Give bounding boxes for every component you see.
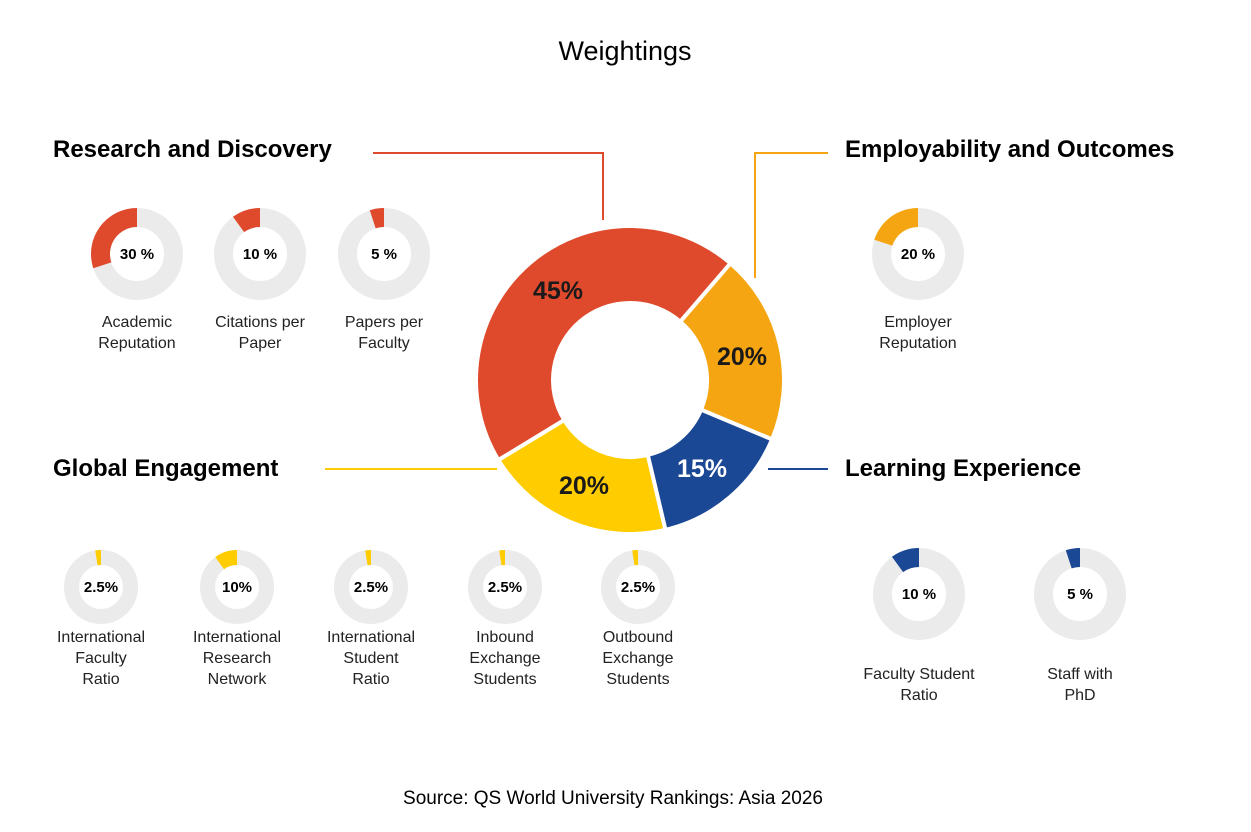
sub-donut-label: Ratio: [82, 671, 119, 688]
sub-donut-value: 20 %: [901, 246, 935, 263]
sub-donut-fill: [215, 550, 237, 570]
sub-donut-value: 2.5%: [84, 579, 118, 596]
sub-donut-label: Faculty: [75, 650, 127, 667]
sub-donut-label: Paper: [239, 335, 282, 352]
main-segment-global: [495, 417, 668, 536]
category-learning: Learning Experience: [845, 455, 1081, 482]
sub-donut-label: Staff with: [1047, 666, 1113, 683]
main-label-learning: 15%: [677, 455, 727, 483]
sub-donut: 2.5% Inbound Exchange Students: [468, 550, 542, 688]
category-research: Research and Discovery: [53, 136, 332, 163]
sub-donut-label: Exchange: [469, 650, 540, 667]
sub-donut-label: Faculty Student: [863, 666, 975, 683]
main-segment-employability: [677, 260, 786, 443]
sub-donut-value: 2.5%: [354, 579, 388, 596]
sub-donut-label: International: [57, 629, 145, 646]
sub-donut-fill: [369, 208, 384, 229]
sub-donut-label: Students: [606, 671, 669, 688]
sub-donut-label: Outbound: [603, 629, 673, 646]
sub-donut-value: 2.5%: [621, 579, 655, 596]
sub-donut: 10% International Research Network: [193, 550, 281, 688]
sub-donut-fill: [232, 208, 260, 233]
sub-donut-fill: [874, 208, 918, 246]
sub-donut-value: 10 %: [902, 586, 936, 603]
sub-donut-fill: [891, 548, 919, 573]
source-note: Source: QS World University Rankings: As…: [403, 788, 823, 809]
sub-donut-label: Students: [473, 671, 536, 688]
sub-donut-value: 10%: [222, 579, 252, 596]
sub-donut-label: Student: [343, 650, 399, 667]
sub-donut: 2.5% International Student Ratio: [327, 550, 415, 688]
sub-donut-fill: [95, 550, 101, 566]
sub-donut-fill: [365, 550, 371, 566]
sub-donut-label: Ratio: [352, 671, 389, 688]
sub-donut: 5 % Papers per Faculty: [338, 208, 430, 352]
sub-donut-fill: [632, 550, 638, 566]
sub-donut-label: Academic: [102, 314, 172, 331]
sub-donut-fill: [91, 208, 137, 269]
sub-donut-label: Faculty: [358, 335, 410, 352]
sub-donut-label: Reputation: [98, 335, 175, 352]
connector-employability: [754, 152, 828, 278]
category-global: Global Engagement: [53, 455, 278, 482]
sub-donuts: 30 % Academic Reputation 10 % Citations per P…: [57, 208, 1126, 704]
sub-donut-label: Inbound: [476, 629, 534, 646]
sub-donut-label: Citations per: [215, 314, 305, 331]
sub-donut: 2.5% Outbound Exchange Students: [601, 550, 675, 688]
sub-donut: 10 % Citations per Paper: [214, 208, 306, 352]
main-donut: 20% 15% 20% 45%: [474, 224, 786, 536]
sub-donut-label: PhD: [1064, 687, 1095, 704]
sub-donut-fill: [1065, 548, 1080, 569]
sub-donut-value: 30 %: [120, 246, 154, 263]
chart-title: Weightings: [558, 36, 691, 66]
main-label-employability: 20%: [717, 343, 767, 371]
main-label-global: 20%: [559, 472, 609, 500]
sub-donut-label: Employer: [884, 314, 952, 331]
sub-donut-label: International: [327, 629, 415, 646]
sub-donut-label: Papers per: [345, 314, 424, 331]
main-segment-learning: [645, 407, 775, 533]
sub-donut: 20 % Employer Reputation: [872, 208, 964, 352]
sub-donut-value: 2.5%: [488, 579, 522, 596]
sub-donut-label: Reputation: [879, 335, 956, 352]
sub-donut: 5 % Staff with PhD: [1034, 548, 1126, 704]
sub-donut: 10 % Faculty Student Ratio: [863, 548, 975, 704]
category-employability: Employability and Outcomes: [845, 136, 1174, 163]
sub-donut-label: Research: [203, 650, 271, 667]
sub-donut-value: 10 %: [243, 246, 277, 263]
sub-donut-label: Ratio: [900, 687, 937, 704]
sub-donut: 2.5% International Faculty Ratio: [57, 550, 145, 688]
main-label-research: 45%: [533, 277, 583, 305]
main-segment-research: [474, 224, 734, 463]
sub-donut-fill: [499, 550, 505, 566]
connector-research: [373, 152, 604, 220]
sub-donut: 30 % Academic Reputation: [91, 208, 183, 352]
sub-donut-label: International: [193, 629, 281, 646]
sub-donut-value: 5 %: [1067, 586, 1093, 603]
sub-donut-value: 5 %: [371, 246, 397, 263]
sub-donut-label: Network: [208, 671, 268, 688]
sub-donut-label: Exchange: [602, 650, 673, 667]
